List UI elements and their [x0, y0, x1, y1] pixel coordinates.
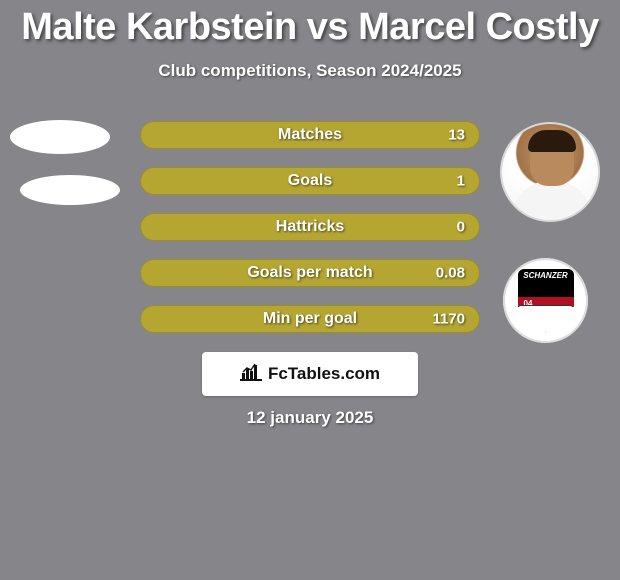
- player1-club-placeholder: [20, 175, 120, 205]
- stat-bar-value: 0: [457, 219, 465, 236]
- stat-bar-value: 13: [448, 127, 465, 144]
- player2-club-badge: SCHANZER 04: [503, 258, 588, 343]
- stat-bar: Goals per match 0.08: [140, 259, 480, 287]
- watermark-chart-icon: [240, 363, 262, 386]
- stat-bar: Hattricks 0: [140, 213, 480, 241]
- stat-bar: Matches 13: [140, 121, 480, 149]
- stat-bar-label: Matches: [278, 126, 342, 144]
- player2-avatar: [500, 122, 600, 222]
- stat-bar-value: 1170: [432, 311, 465, 328]
- stat-bar-label: Goals: [288, 172, 332, 190]
- page-subtitle: Club competitions, Season 2024/2025: [0, 61, 620, 81]
- player1-avatar-placeholder: [10, 120, 110, 154]
- watermark: FcTables.com: [202, 352, 418, 396]
- date-label: 12 january 2025: [0, 408, 620, 428]
- stat-bar-value: 1: [457, 173, 465, 190]
- stat-bar: Goals 1: [140, 167, 480, 195]
- stat-bar-value: 0.08: [436, 265, 465, 282]
- stat-bar-label: Min per goal: [263, 310, 357, 328]
- club-badge-text: SCHANZER: [518, 271, 574, 280]
- stat-bar: Min per goal 1170: [140, 305, 480, 333]
- stat-bar-label: Goals per match: [247, 264, 372, 282]
- watermark-text: FcTables.com: [268, 364, 380, 384]
- stat-bars: Matches 13 Goals 1 Hattricks 0 Goals per match…: [140, 121, 480, 351]
- page-title: Malte Karbstein vs Marcel Costly: [0, 0, 620, 49]
- stat-bar-label: Hattricks: [276, 218, 344, 236]
